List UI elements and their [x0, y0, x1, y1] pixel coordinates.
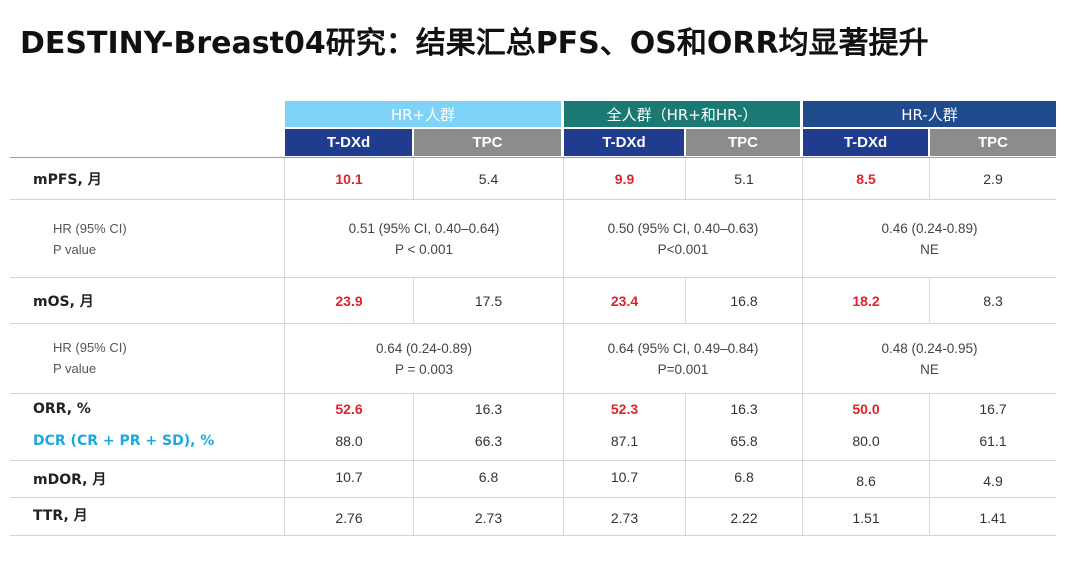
row-label-mdor: mDOR, 月 [33, 472, 107, 488]
cell-mdor-tdxd-hr-negative: 8.6 [856, 473, 876, 489]
p-value: P = 0.003 [395, 361, 453, 377]
row-divider [10, 277, 1056, 278]
subheader-tpc-all: TPC [686, 129, 800, 156]
cell-os-hr-all: 0.64 (95% CI, 0.49–0.84) P=0.001 [564, 324, 802, 393]
column-divider [929, 158, 930, 199]
cell-mos-tpc-all: 16.8 [730, 292, 758, 309]
row-label-dcr: DCR (CR + PR + SD), % [33, 433, 215, 449]
cell-ttr-tpc-hr-positive: 2.73 [474, 510, 503, 526]
cell-dcr-tdxd-all: 87.1 [610, 433, 639, 449]
cell-dcr-tdxd-hr-negative: 80.0 [852, 433, 880, 449]
column-divider [563, 158, 564, 535]
cell-mos-tdxd-hr-negative: 18.2 [852, 292, 880, 309]
cell-pfs-hr-all: 0.50 (95% CI, 0.40–0.63) P<0.001 [564, 200, 802, 277]
cell-os-hr-hr-positive: 0.64 (0.24-0.89) P = 0.003 [285, 324, 563, 393]
cell-mos-tpc-hr-negative: 8.3 [983, 292, 1003, 309]
cell-mpfs-tpc-hr-positive: 5.4 [478, 170, 499, 187]
cell-mos-tpc-hr-positive: 17.5 [474, 292, 503, 309]
column-divider [929, 278, 930, 323]
row-label-orr: ORR, % [33, 401, 91, 417]
row-divider [10, 535, 1056, 536]
group-header-all-population: 全人群（HR+和HR-） [564, 101, 800, 127]
subheader-tpc-hr-negative: TPC [930, 129, 1056, 156]
cell-mdor-tdxd-hr-positive: 10.7 [335, 469, 363, 485]
row-label-mpfs: mPFS, 月 [33, 171, 102, 188]
column-divider [685, 278, 686, 323]
cell-dcr-tpc-hr-positive: 66.3 [474, 433, 503, 449]
hr-label: HR (95% CI) [53, 221, 127, 236]
column-divider [413, 394, 414, 535]
p-value-label: P value [53, 361, 97, 376]
hr-value: 0.64 (95% CI, 0.49–0.84) [607, 340, 759, 356]
column-divider [685, 158, 686, 199]
hr-value: 0.50 (95% CI, 0.40–0.63) [607, 220, 759, 236]
cell-orr-tdxd-hr-negative: 50.0 [852, 401, 880, 417]
hr-label: HR (95% CI) [53, 340, 127, 355]
column-divider [284, 158, 285, 535]
cell-ttr-tpc-all: 2.22 [730, 510, 758, 526]
cell-mpfs-tpc-all: 5.1 [734, 170, 754, 187]
cell-mdor-tpc-hr-negative: 4.9 [983, 473, 1003, 489]
cell-pfs-hr-hr-negative: 0.46 (0.24-0.89) NE [803, 200, 1056, 277]
cell-mos-tdxd-hr-positive: 23.9 [335, 292, 363, 309]
hr-value: 0.48 (0.24-0.95) [881, 340, 978, 356]
page-title: DESTINY-Breast04研究：结果汇总PFS、OS和ORR均显著提升 [20, 26, 929, 61]
cell-pfs-hr-hr-positive: 0.51 (95% CI, 0.40–0.64) P < 0.001 [285, 200, 563, 277]
cell-os-hr-hr-negative: 0.48 (0.24-0.95) NE [803, 324, 1056, 393]
subheader-tdxd-hr-negative: T-DXd [803, 129, 928, 156]
p-value: NE [920, 361, 939, 377]
column-divider [685, 394, 686, 535]
cell-mdor-tpc-hr-positive: 6.8 [478, 469, 499, 485]
column-divider [802, 158, 803, 535]
p-value: P=0.001 [657, 361, 709, 377]
row-label-pfs-hr: HR (95% CI) P value [53, 218, 127, 260]
group-header-hr-positive: HR+人群 [285, 101, 561, 127]
cell-ttr-tdxd-all: 2.73 [610, 510, 639, 526]
cell-mdor-tpc-all: 6.8 [734, 469, 754, 485]
subheader-tdxd-all: T-DXd [564, 129, 684, 156]
p-value: P<0.001 [657, 241, 709, 257]
row-label-mos: mOS, 月 [33, 293, 94, 310]
cell-ttr-tpc-hr-negative: 1.41 [979, 510, 1007, 526]
row-label-ttr: TTR, 月 [33, 508, 88, 524]
subheader-tpc-hr-positive: TPC [414, 129, 561, 156]
cell-orr-tpc-hr-negative: 16.7 [979, 401, 1007, 417]
row-label-os-hr: HR (95% CI) P value [53, 337, 127, 379]
cell-orr-tpc-hr-positive: 16.3 [474, 401, 503, 417]
cell-mpfs-tdxd-hr-negative: 8.5 [856, 170, 876, 187]
p-value-label: P value [53, 242, 97, 257]
cell-mos-tdxd-all: 23.4 [610, 292, 639, 309]
p-value: P < 0.001 [395, 241, 453, 257]
hr-value: 0.46 (0.24-0.89) [881, 220, 978, 236]
cell-mpfs-tdxd-all: 9.9 [614, 170, 635, 187]
cell-mpfs-tdxd-hr-positive: 10.1 [335, 170, 363, 187]
row-divider [10, 323, 1056, 324]
cell-ttr-tdxd-hr-positive: 2.76 [335, 510, 363, 526]
header-divider [10, 157, 1056, 158]
hr-value: 0.64 (0.24-0.89) [375, 340, 473, 356]
cell-dcr-tpc-all: 65.8 [730, 433, 758, 449]
cell-dcr-tdxd-hr-positive: 88.0 [335, 433, 363, 449]
cell-orr-tdxd-hr-positive: 52.6 [335, 401, 363, 417]
row-divider [10, 460, 1056, 461]
cell-dcr-tpc-hr-negative: 61.1 [979, 433, 1007, 449]
cell-ttr-tdxd-hr-negative: 1.51 [852, 510, 880, 526]
row-divider [10, 199, 1056, 200]
row-divider [10, 497, 1056, 498]
cell-orr-tdxd-all: 52.3 [610, 401, 639, 417]
cell-mdor-tdxd-all: 10.7 [610, 469, 639, 485]
column-divider [929, 394, 930, 535]
column-divider [413, 158, 414, 199]
subheader-tdxd-hr-positive: T-DXd [285, 129, 412, 156]
column-divider [413, 278, 414, 323]
row-divider [10, 393, 1056, 394]
p-value: NE [920, 241, 939, 257]
cell-mpfs-tpc-hr-negative: 2.9 [983, 170, 1003, 187]
group-header-hr-negative: HR-人群 [803, 101, 1056, 127]
hr-value: 0.51 (95% CI, 0.40–0.64) [348, 220, 500, 236]
cell-orr-tpc-all: 16.3 [730, 401, 758, 417]
